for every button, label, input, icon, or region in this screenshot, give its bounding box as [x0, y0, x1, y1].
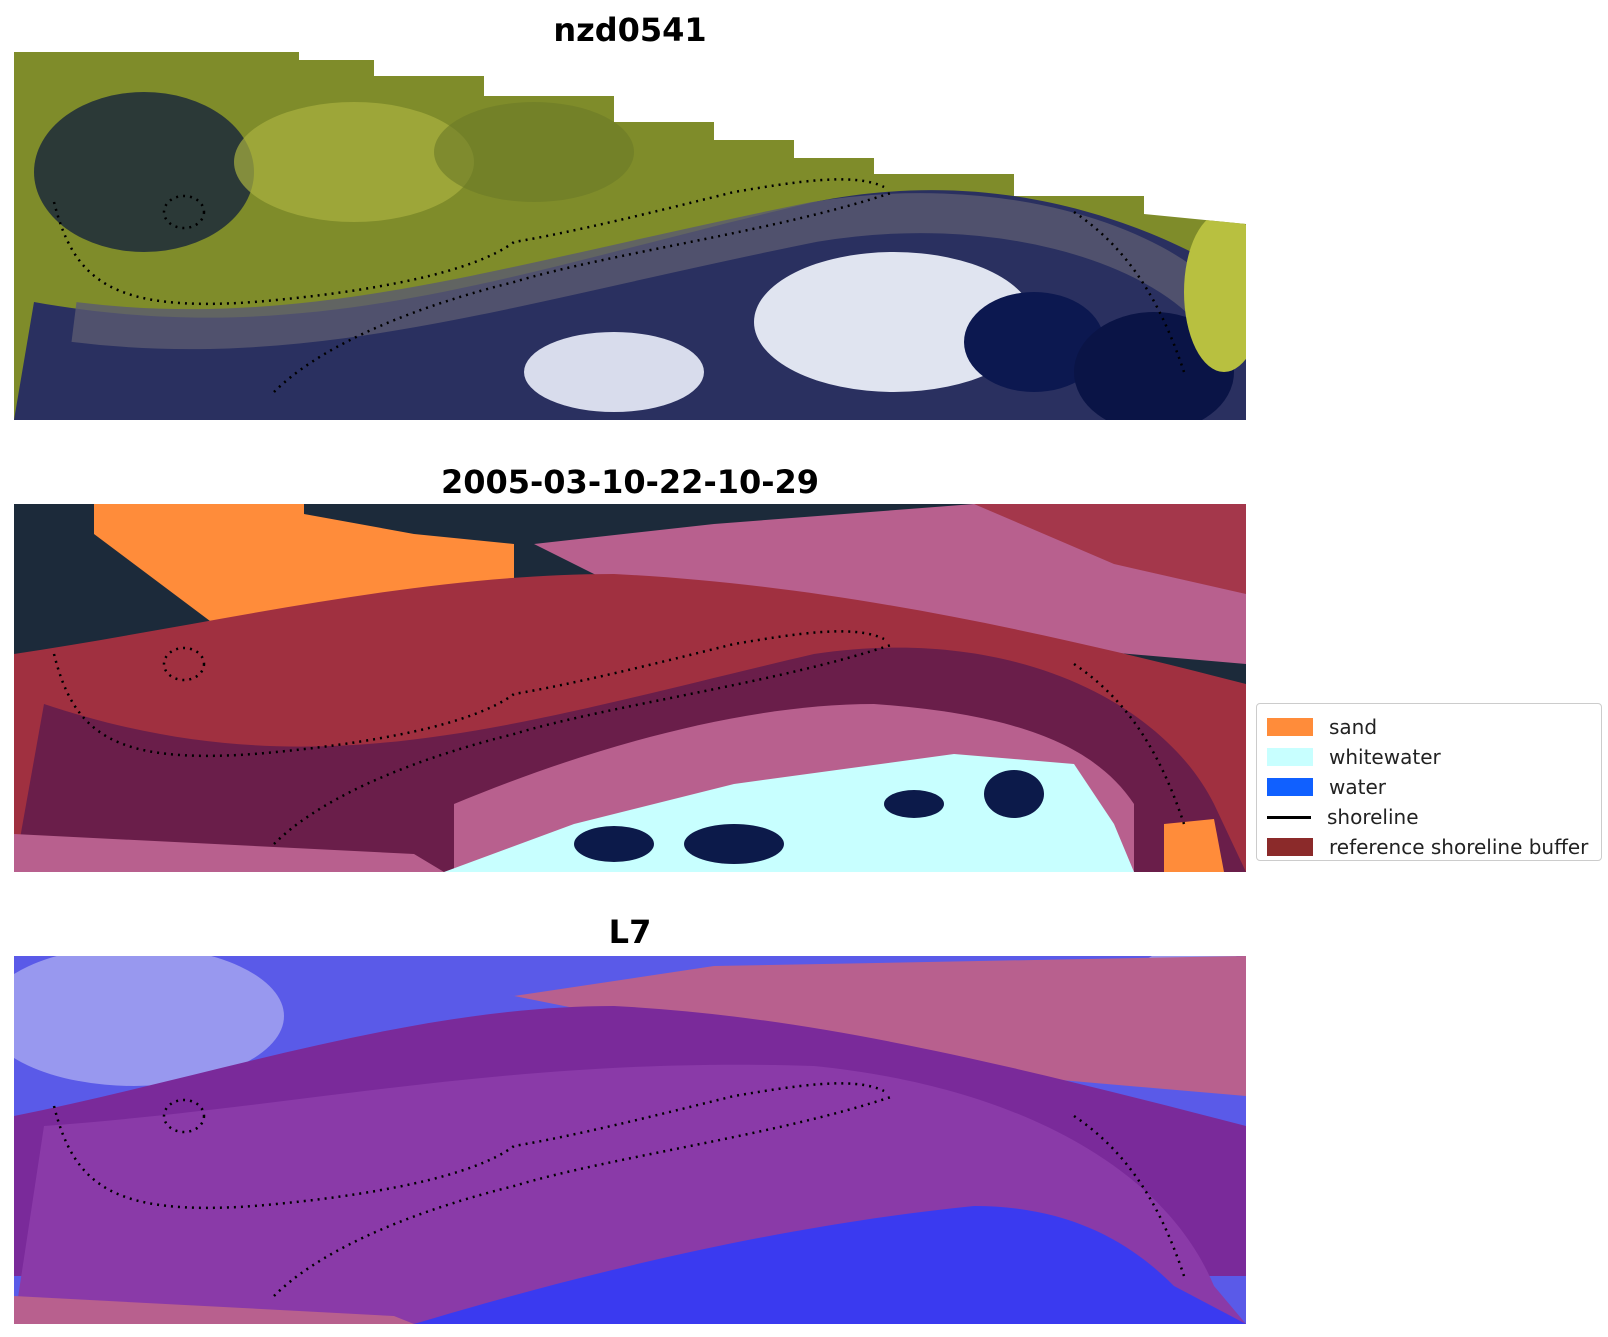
legend-label-sand: sand — [1329, 715, 1378, 739]
panel-title-classified: 2005-03-10-22-10-29 — [440, 463, 820, 501]
rgb-image — [14, 52, 1246, 420]
legend-item-sand: sand — [1267, 712, 1591, 742]
legend-item-reference-buffer: reference shoreline buffer — [1267, 832, 1591, 862]
legend-swatch-shoreline — [1267, 815, 1311, 819]
classified-image — [14, 504, 1246, 872]
classified-image-panel — [14, 504, 1246, 872]
legend-label-whitewater: whitewater — [1329, 745, 1441, 769]
legend-label-water: water — [1329, 775, 1386, 799]
legend-item-water: water — [1267, 772, 1591, 802]
legend-label-shoreline: shoreline — [1327, 805, 1419, 829]
legend-label-reference-buffer: reference shoreline buffer — [1329, 835, 1589, 859]
legend-item-whitewater: whitewater — [1267, 742, 1591, 772]
rgb-image-panel — [14, 52, 1246, 420]
legend-swatch-reference-buffer — [1267, 838, 1313, 856]
legend-swatch-sand — [1267, 718, 1313, 736]
legend-swatch-whitewater — [1267, 748, 1313, 766]
index-image — [14, 956, 1246, 1324]
panel-title-index: L7 — [608, 913, 652, 951]
index-image-panel — [14, 956, 1246, 1324]
panel-title-rgb: nzd0541 — [553, 11, 707, 49]
legend-swatch-water — [1267, 778, 1313, 796]
legend: sand whitewater water shoreline referenc… — [1256, 703, 1602, 861]
legend-item-shoreline: shoreline — [1267, 802, 1591, 832]
